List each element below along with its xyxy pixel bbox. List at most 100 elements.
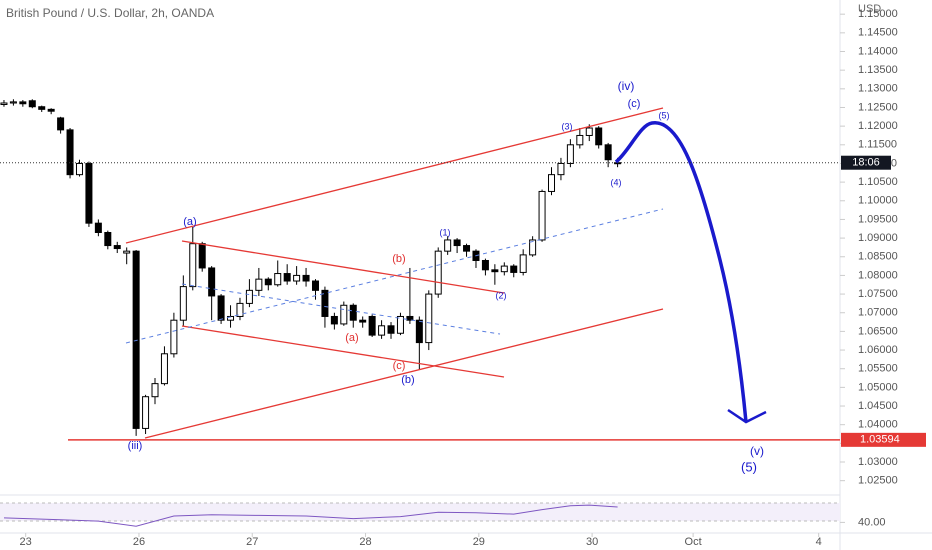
wave-label: (b) — [401, 374, 414, 386]
wave-label: (1) — [440, 227, 451, 237]
channel-top — [125, 107, 664, 244]
candle-body — [321, 289, 329, 317]
y-tick-label: 1.13000 — [858, 83, 898, 95]
candle-body — [132, 250, 140, 429]
candle-body — [28, 100, 36, 108]
wave-label: (a) — [345, 332, 358, 344]
wave-label: (2) — [496, 290, 507, 300]
y-tick-label: 1.05000 — [858, 381, 898, 393]
candle-body — [104, 231, 112, 247]
chart-title: British Pound / U.S. Dollar, 2h, OANDA — [6, 6, 214, 20]
candle-body — [66, 129, 74, 176]
candle-body — [311, 280, 319, 291]
y-tick-label: 1.07500 — [858, 288, 898, 300]
x-tick-label: 28 — [359, 536, 371, 548]
wave-label: (5) — [741, 459, 757, 474]
wave-label: (5) — [659, 110, 670, 120]
wave-label: (v) — [750, 444, 764, 458]
y-tick-label: 1.11500 — [858, 139, 897, 151]
candle-body — [463, 245, 471, 252]
flag-mid — [181, 283, 501, 335]
y-tick-label: 1.10500 — [858, 176, 898, 188]
flag-bottom — [181, 325, 505, 378]
y-tick-label: 1.08000 — [858, 269, 898, 281]
candle-body — [293, 274, 301, 282]
candle-body — [151, 383, 159, 398]
y-tick-label: 1.13500 — [858, 64, 898, 76]
wave-label: (a) — [183, 216, 196, 228]
flag-top — [181, 240, 505, 294]
candle-body — [349, 304, 357, 321]
candle-body — [170, 319, 178, 355]
y-tick-label: 1.12000 — [858, 120, 898, 132]
y-tick-label: 1.04000 — [858, 419, 898, 431]
y-tick-label: 1.08500 — [858, 251, 898, 263]
x-tick-label: 23 — [20, 536, 32, 548]
y-tick-label: 1.14000 — [858, 45, 898, 57]
candle-body — [387, 325, 395, 334]
level-tag — [841, 432, 926, 447]
candle-body — [38, 106, 46, 110]
annotations: (a) (b) (a) (c) (b) (iii) (1) (2) (3) (4… — [125, 79, 767, 474]
y-tick-label: 1.09000 — [858, 232, 898, 244]
candle-body — [368, 315, 376, 336]
candle-body — [396, 315, 404, 334]
candle-body — [255, 278, 263, 291]
candle-body — [189, 243, 197, 288]
candle-body — [566, 144, 574, 164]
projection-arrow — [727, 408, 767, 424]
candle-body — [453, 239, 461, 247]
candle-body — [47, 108, 55, 112]
candle-body — [283, 273, 291, 282]
candle-body — [444, 239, 452, 252]
y-tick-label: 1.07000 — [858, 307, 898, 319]
candle-body — [245, 289, 253, 304]
candle-body — [75, 162, 83, 176]
candle-body — [576, 134, 584, 146]
candle-body — [500, 265, 508, 273]
candle-body — [142, 396, 150, 429]
candle-body — [548, 174, 556, 192]
projection-arc — [614, 121, 748, 423]
level-label: 1.03594 — [860, 434, 900, 446]
candle-body — [585, 127, 593, 136]
channel-bottom — [144, 308, 664, 439]
candle-body — [557, 162, 565, 176]
wave-label: (iii) — [128, 440, 143, 452]
x-tick-label: 26 — [133, 536, 145, 548]
candle-body — [19, 101, 27, 105]
candle-body — [94, 222, 102, 233]
rsi-line — [3, 504, 618, 527]
x-tick-label: 30 — [586, 536, 598, 548]
x-tick-label: 27 — [246, 536, 258, 548]
candle-body — [160, 353, 168, 385]
candle-body — [538, 190, 546, 241]
wave-label: (3) — [562, 121, 573, 131]
candle-body — [179, 286, 187, 321]
candle-body — [85, 162, 93, 224]
candle-body — [510, 265, 518, 273]
y-tick-label: 1.04500 — [858, 400, 898, 412]
wave-label: (4) — [611, 177, 622, 187]
y-tick-label: 1.15000 — [858, 8, 898, 20]
candle-body — [415, 319, 423, 344]
y-tick-label: 1.14500 — [858, 27, 898, 39]
candle-body — [481, 259, 489, 271]
candle-body — [330, 315, 338, 325]
wave-label: (c) — [628, 98, 641, 110]
y-tick-label: 1.09500 — [858, 213, 898, 225]
candle-body — [264, 278, 272, 286]
candle-body — [0, 102, 8, 105]
candle-body — [236, 302, 244, 317]
candle-body — [302, 274, 310, 282]
candle-body — [274, 273, 282, 286]
y-tick-label: 1.05500 — [858, 363, 898, 375]
x-tick-label: 4 — [816, 536, 822, 548]
candle-body — [434, 250, 442, 295]
candle-body — [406, 315, 414, 321]
candle-body — [519, 254, 527, 273]
y-tick-label: 1.02500 — [858, 475, 898, 487]
candle-body — [359, 319, 367, 323]
